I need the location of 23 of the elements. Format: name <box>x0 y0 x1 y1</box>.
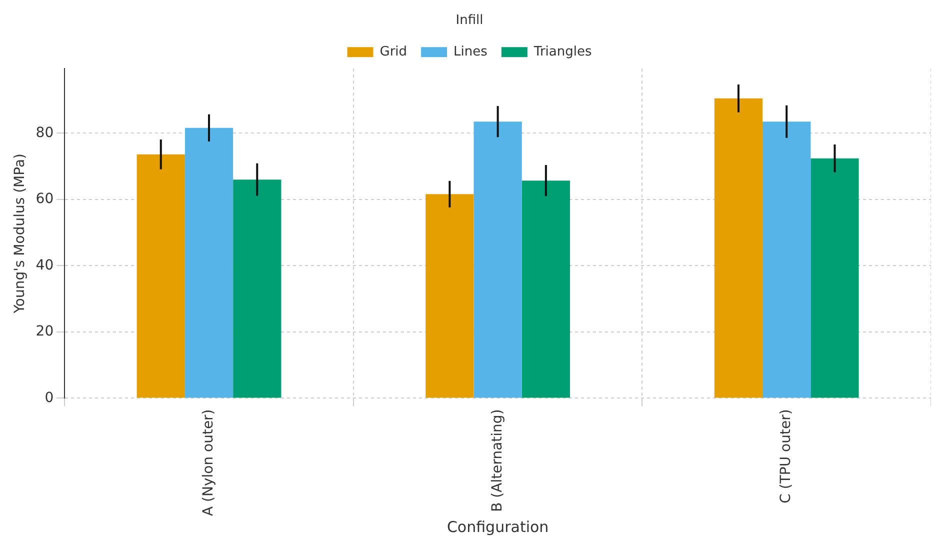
x-tick-label: A (Nylon outer) <box>200 409 217 516</box>
legend-label: Lines <box>454 44 488 60</box>
y-tick-label: 20 <box>36 324 54 340</box>
bar <box>810 158 859 398</box>
legend-title: Infill <box>456 12 484 28</box>
y-tick-label: 60 <box>36 191 54 208</box>
y-tick-label: 0 <box>44 390 54 406</box>
bar <box>762 122 811 398</box>
y-tick-label: 80 <box>36 124 54 141</box>
bar <box>233 180 282 398</box>
y-tick-label: 40 <box>36 257 54 274</box>
bar <box>426 194 474 398</box>
y-axis-title: Young's Modulus (MPa) <box>12 154 28 314</box>
bar <box>136 154 185 398</box>
bar <box>474 122 522 398</box>
x-axis-title: Configuration <box>446 518 549 536</box>
x-tick-label: B (Alternating) <box>489 409 506 512</box>
legend-label: Triangles <box>532 44 592 60</box>
bar <box>714 98 763 398</box>
bar <box>522 180 570 398</box>
x-tick-label: C (TPU outer) <box>778 409 794 504</box>
legend-label: Grid <box>380 44 408 60</box>
bar <box>184 128 234 398</box>
